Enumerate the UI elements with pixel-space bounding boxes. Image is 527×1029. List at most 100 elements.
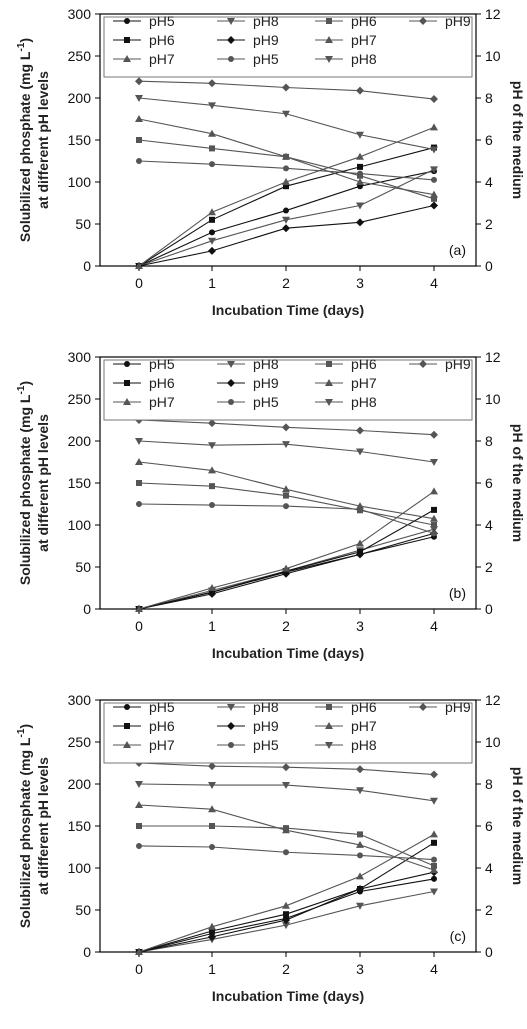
data-point: [282, 441, 290, 449]
data-point: [356, 840, 364, 848]
y-tick-label: 100: [68, 517, 92, 533]
data-point: [283, 503, 289, 510]
data-point: [208, 246, 216, 255]
legend-marker: [228, 742, 234, 748]
data-point: [282, 569, 290, 578]
y2-tick-label: 6: [485, 475, 493, 491]
data-point: [431, 875, 437, 882]
legend-marker: [325, 722, 333, 729]
data-point: [430, 487, 438, 495]
legend-entry: pH5: [217, 51, 279, 67]
series-ph9-right: [135, 77, 438, 104]
y-axis-title-close: ): [17, 724, 33, 729]
y2-tick-label: 6: [485, 132, 493, 148]
data-point: [208, 466, 216, 474]
legend-entry: pH8: [217, 356, 279, 372]
series-ph7-right: [135, 801, 438, 874]
data-point: [209, 216, 215, 223]
legend-marker: [325, 56, 333, 63]
data-point: [208, 102, 216, 110]
x-tick-label: 2: [282, 275, 290, 291]
data-point: [209, 502, 215, 509]
data-point: [135, 95, 143, 102]
data-point: [135, 262, 143, 269]
data-point: [208, 589, 216, 598]
legend-entry: pH7: [315, 375, 377, 391]
data-point: [136, 501, 142, 507]
legend-marker: [326, 18, 332, 24]
data-point: [283, 911, 289, 918]
legend-label: pH8: [351, 51, 377, 67]
y2-tick-label: 12: [485, 692, 501, 708]
legend-label: pH7: [149, 737, 175, 753]
legend-entry: pH7: [113, 51, 175, 67]
series-ph5-right: [136, 158, 437, 183]
x-tick-label: 2: [282, 618, 290, 634]
y2-tick-label: 12: [485, 6, 501, 22]
legend-entry: pH6: [315, 356, 377, 372]
data-point: [283, 849, 289, 856]
legend-entry: pH9: [217, 375, 279, 391]
y-tick-label: 100: [68, 174, 92, 190]
legend-marker: [124, 380, 130, 386]
data-point: [282, 423, 290, 432]
legend-label: pH5: [149, 699, 175, 715]
data-point: [136, 842, 142, 849]
y2-tick-label: 10: [485, 734, 501, 750]
data-point: [136, 480, 142, 486]
y-tick-label: 50: [75, 216, 91, 232]
legend-marker: [326, 704, 332, 710]
legend-label: pH5: [253, 394, 279, 410]
legend-marker: [325, 742, 333, 749]
data-point: [356, 885, 364, 893]
data-point: [356, 550, 364, 559]
y-axis-title-text: Solubilized phosphate (mg L: [17, 737, 33, 928]
data-point: [357, 506, 363, 513]
x-tick-label: 1: [208, 275, 216, 291]
y2-axis-title: pH of the medium: [510, 81, 526, 199]
legend-label: pH9: [253, 718, 279, 734]
y-axis-title: Solubilized phosphate (mg L-1): [16, 38, 33, 242]
legend-marker: [325, 399, 333, 406]
y-axis-title-line2: at different pH levels: [35, 71, 51, 209]
data-point: [431, 176, 437, 183]
data-point: [357, 852, 363, 859]
y-tick-label: 0: [83, 944, 91, 960]
legend-marker: [124, 37, 130, 43]
x-axis-title: Incubation Time (days): [212, 302, 364, 318]
legend-label: pH9: [445, 13, 471, 29]
data-point: [136, 823, 142, 829]
legend-entry: pH5: [113, 13, 175, 29]
legend-marker: [123, 741, 131, 748]
y2-tick-label: 12: [485, 349, 501, 365]
data-point: [282, 152, 290, 160]
data-point: [209, 483, 215, 490]
legend-entry: pH8: [315, 737, 377, 753]
legend-marker: [124, 18, 130, 24]
chart-panel-b: 0 50 100 150 200 250 300 0 2 4 6 8 10 12 0 1 2 3 4 Incubati…: [0, 343, 527, 686]
data-point: [135, 458, 143, 465]
legend-marker: [227, 704, 235, 711]
y2-axis-title: pH of the medium: [510, 424, 526, 542]
data-point: [283, 207, 289, 214]
data-point: [356, 539, 364, 547]
data-point: [430, 190, 438, 198]
data-point: [135, 781, 143, 788]
y-tick-label: 150: [68, 818, 92, 834]
data-point: [356, 131, 364, 139]
legend-label: pH7: [351, 375, 377, 391]
y2-tick-label: 6: [485, 818, 493, 834]
x-tick-label: 0: [135, 275, 143, 291]
legend-label: pH5: [253, 737, 279, 753]
data-point: [282, 224, 290, 233]
legend-marker: [123, 398, 131, 405]
y-tick-label: 50: [75, 902, 91, 918]
legend-box: [103, 359, 473, 421]
y-tick-label: 250: [68, 391, 92, 407]
data-point: [282, 110, 290, 118]
legend-marker: [228, 56, 234, 62]
y-axis-title: Solubilized phosphate (mg L-1): [16, 381, 33, 585]
data-point: [208, 79, 216, 88]
y2-tick-label: 4: [485, 174, 493, 190]
